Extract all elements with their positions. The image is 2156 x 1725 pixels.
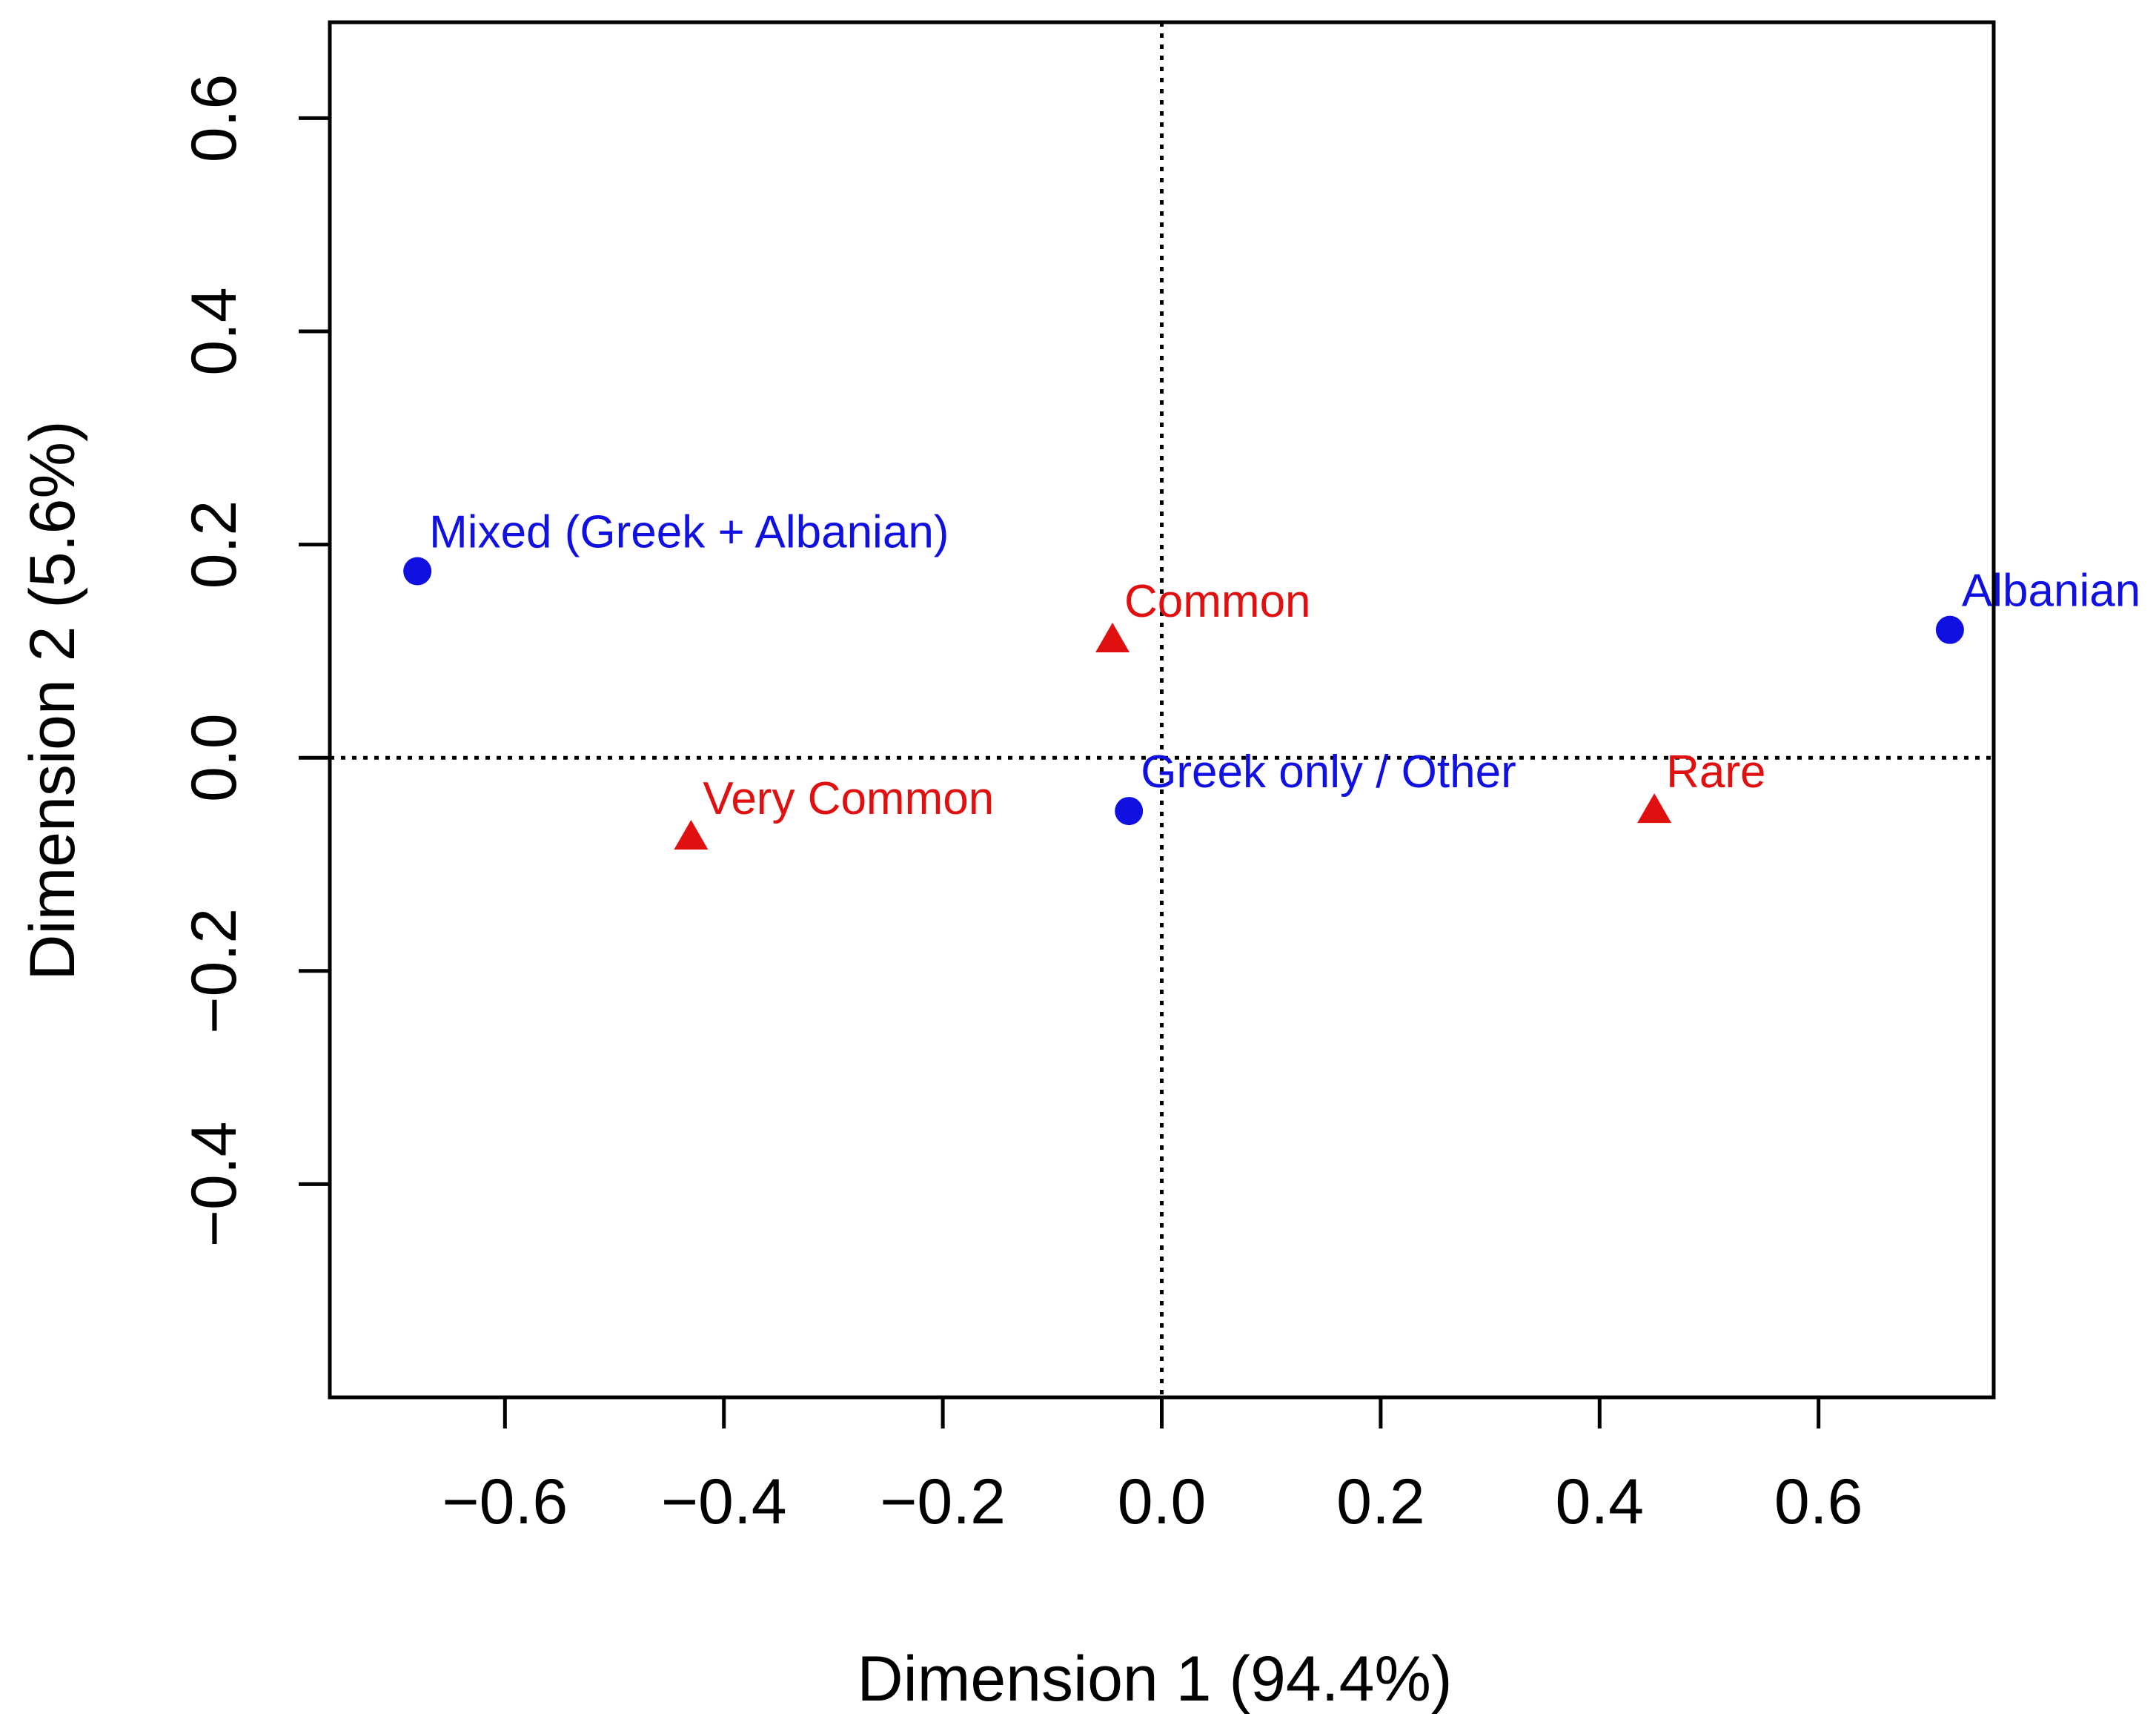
y-tick-label: −0.2	[179, 908, 250, 1034]
point-label: Very Common	[703, 773, 994, 824]
point-label: Common	[1124, 576, 1311, 627]
y-tick-label: 0.0	[179, 713, 250, 802]
point-circle-marker	[1935, 615, 1964, 644]
point-label: Rare	[1666, 746, 1765, 798]
x-tick-label: 0.2	[1336, 1466, 1425, 1537]
point-triangle-marker	[674, 820, 709, 850]
point-circle-marker	[403, 557, 432, 586]
y-tick-label: −0.4	[179, 1122, 250, 1248]
y-tick-label: 0.4	[179, 287, 250, 376]
x-axis: −0.6 −0.4 −0.2 0.0 0.2 0.4 0.6	[442, 1397, 1863, 1537]
x-tick-label: 0.4	[1556, 1466, 1645, 1537]
x-tick-label: −0.6	[442, 1466, 568, 1537]
y-tick-label: 0.2	[179, 500, 250, 589]
y-axis-title: Dimension 2 (5.6%)	[17, 420, 88, 980]
point-triangle-marker	[1637, 793, 1672, 824]
y-axis: −0.4 −0.2 0.0 0.2 0.4 0.6	[179, 74, 330, 1248]
point-label: Greek only / Other	[1141, 746, 1516, 798]
x-axis-title: Dimension 1 (94.4%)	[857, 1643, 1452, 1715]
x-tick-label: −0.4	[661, 1466, 787, 1537]
reference-lines	[330, 22, 1994, 1397]
y-tick-label: 0.6	[179, 74, 250, 163]
point-circle-marker	[1115, 797, 1144, 826]
x-tick-label: 0.6	[1774, 1466, 1863, 1537]
point-label: Mixed (Greek + Albanian)	[429, 507, 949, 558]
data-points: Mixed (Greek + Albanian) Albanian Greek on…	[403, 507, 2140, 850]
point-label: Albanian	[1962, 566, 2140, 617]
x-tick-label: 0.0	[1118, 1466, 1207, 1537]
point-triangle-marker	[1095, 623, 1130, 653]
x-tick-label: −0.2	[880, 1466, 1006, 1537]
